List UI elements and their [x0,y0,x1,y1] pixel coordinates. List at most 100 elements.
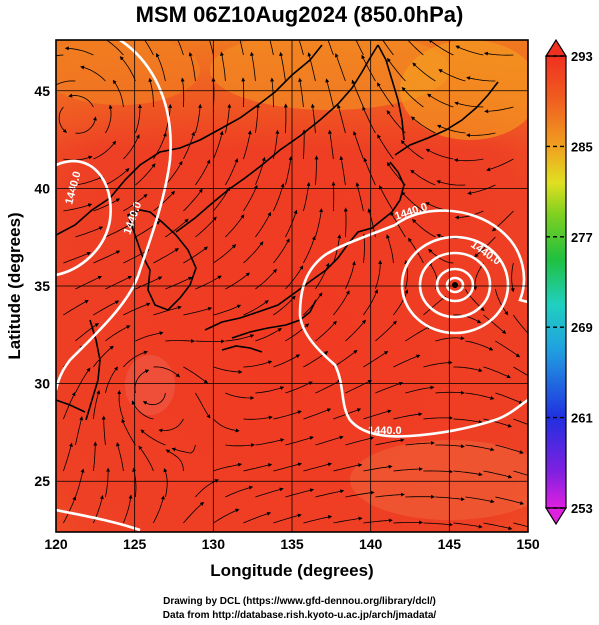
streamline [163,468,168,498]
streamline [269,40,274,56]
streamline [135,331,164,342]
plot-frame [55,39,529,533]
streamline [495,288,509,316]
streamline [119,56,136,82]
streamline [165,449,184,472]
streamline [279,51,286,82]
streamline [436,180,466,186]
streamline [80,65,106,82]
streamline [315,262,330,290]
x-tick-label: 150 [516,536,540,552]
streamline [243,360,273,368]
streamline [483,51,514,56]
streamline [465,392,495,400]
streamline [165,218,189,238]
streamline [93,300,120,316]
streamline [483,366,511,379]
streamline [183,501,205,524]
streamline [243,415,273,420]
wind-streamlines [56,40,528,531]
streamline [213,130,224,160]
streamline [135,104,142,134]
streamline [255,211,271,238]
streamline [75,226,104,238]
streamline [473,236,496,258]
streamline [171,444,196,454]
streamline [423,469,453,474]
streamline [209,40,214,56]
coastlines [56,44,499,421]
streamline [355,40,364,56]
y-tick-label: 40 [34,180,50,196]
chart-title: MSM 06Z10Aug2024 (850.0hPa) [135,2,464,27]
streamline [412,62,436,82]
streamline [405,441,435,446]
streamline [315,320,337,342]
streamline [375,438,405,446]
streamline [105,168,130,186]
streamline [298,40,304,56]
streamline [325,78,334,108]
streamline [327,40,334,56]
low-center-marker [452,282,458,288]
streamline [473,262,484,291]
streamline [243,184,258,212]
streamline [412,219,436,238]
streamline [255,487,284,498]
streamline [153,132,167,160]
streamline [63,442,73,472]
colorbar-tick-label: 261 [571,411,593,426]
y-axis-label: Latitude (degrees) [5,212,24,359]
x-tick-label: 130 [202,536,226,552]
streamline [75,176,104,186]
streamline [453,314,482,324]
streamline [63,391,76,420]
streamline [390,211,406,238]
streamline [334,53,346,82]
streamline [93,250,121,264]
streamline [303,182,311,212]
streamline [225,103,232,134]
streamline [393,412,423,420]
streamline [303,408,332,420]
streamline [465,444,495,452]
streamline [138,445,154,472]
colorbar-tick-label: 269 [571,320,593,335]
streamline [375,260,383,290]
streamline [213,366,243,374]
streamline [453,470,483,477]
streamline [165,160,183,186]
streamline [188,52,196,82]
streamline [363,289,378,316]
streamline [213,462,243,472]
streamline [75,116,97,134]
height-contours [56,40,528,532]
streamline [328,129,334,160]
streamline [255,156,266,186]
streamline [273,354,301,368]
streamline [465,496,495,504]
x-axis-ticks: 120 125 130 135 140 145 150 [44,536,540,552]
credit-line-2: Data from http://database.rish.kyoto-u.a… [162,610,437,621]
streamline [56,80,76,86]
streamline [393,467,423,472]
streamline [483,470,513,479]
streamline [484,106,514,114]
streamline [495,392,523,404]
streamline [153,305,182,316]
streamline [285,488,314,498]
streamline [273,513,302,524]
streamline [165,339,195,343]
streamline [123,134,140,160]
streamline [243,300,269,316]
streamline [375,320,397,342]
streamline [345,436,374,446]
streamline [353,131,364,160]
streamline [243,511,272,524]
streamline [285,265,304,290]
streamline [239,40,244,56]
streamline [303,462,332,472]
streamline [68,93,94,108]
streamline [63,251,91,264]
